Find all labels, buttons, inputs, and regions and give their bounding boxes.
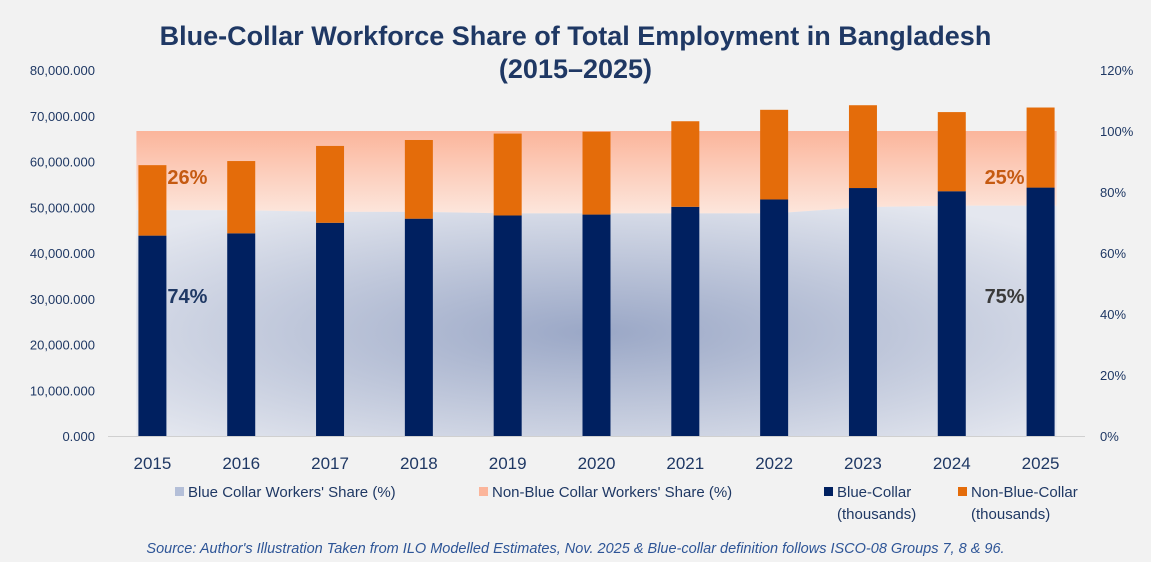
legend-swatch bbox=[479, 487, 488, 496]
x-tick-label: 2022 bbox=[755, 454, 793, 473]
x-tick-label: 2024 bbox=[933, 454, 971, 473]
legend-swatch bbox=[824, 487, 833, 496]
legend-item: Blue Collar Workers' Share (%) bbox=[175, 484, 396, 501]
x-tick-label: 2025 bbox=[1022, 454, 1060, 473]
bar-non-blue-collar-2020 bbox=[582, 131, 611, 215]
chart-title: Blue-Collar Workforce Share of Total Emp… bbox=[0, 20, 1151, 86]
x-tick-label: 2023 bbox=[844, 454, 882, 473]
y-left-tick-label: 70,000.000 bbox=[30, 109, 95, 124]
bar-non-blue-collar-2022 bbox=[760, 109, 789, 200]
y-left-tick-label: 60,000.000 bbox=[30, 155, 95, 170]
bar-non-blue-collar-2016 bbox=[227, 161, 256, 234]
bar-non-blue-collar-2024 bbox=[937, 112, 966, 192]
bar-blue-collar-2021 bbox=[671, 206, 700, 436]
annotation-label: 74% bbox=[167, 286, 207, 308]
chart-title-line1: Blue-Collar Workforce Share of Total Emp… bbox=[159, 21, 992, 51]
bar-blue-collar-2025 bbox=[1026, 187, 1055, 436]
y-left-tick-label: 30,000.000 bbox=[30, 292, 95, 307]
bar-blue-collar-2017 bbox=[316, 222, 345, 436]
annotation-label: 25% bbox=[985, 167, 1025, 189]
annotation-label: 26% bbox=[167, 167, 207, 189]
legend-item: Non-Blue Collar Workers' Share (%) bbox=[479, 484, 732, 501]
y-right-tick-label: 80% bbox=[1100, 185, 1126, 200]
legend-label-line2: (thousands) bbox=[971, 506, 1050, 523]
bar-blue-collar-2022 bbox=[760, 199, 789, 436]
bar-blue-collar-2020 bbox=[582, 214, 611, 436]
legend-label: Blue Collar Workers' Share (%) bbox=[188, 484, 396, 501]
y-left-tick-label: 0.000 bbox=[62, 429, 95, 444]
legend-label: Blue-Collar bbox=[837, 484, 911, 501]
bar-non-blue-collar-2019 bbox=[493, 133, 522, 216]
bar-blue-collar-2024 bbox=[937, 191, 966, 436]
y-right-tick-label: 120% bbox=[1100, 63, 1134, 78]
bar-non-blue-collar-2015 bbox=[138, 165, 167, 236]
legend-label: Non-Blue-Collar bbox=[971, 484, 1078, 501]
y-right-tick-label: 60% bbox=[1100, 246, 1126, 261]
bar-non-blue-collar-2017 bbox=[316, 145, 345, 223]
y-right-tick-label: 40% bbox=[1100, 307, 1126, 322]
legend-swatch bbox=[958, 487, 967, 496]
bar-blue-collar-2023 bbox=[848, 188, 877, 436]
bar-blue-collar-2019 bbox=[493, 215, 522, 436]
y-left-tick-label: 50,000.000 bbox=[30, 200, 95, 215]
x-tick-label: 2015 bbox=[133, 454, 171, 473]
source-note: Source: Author's Illustration Taken from… bbox=[146, 541, 1005, 557]
legend-item: Non-Blue-Collar (thousands) bbox=[958, 484, 1078, 523]
legend-label: Non-Blue Collar Workers' Share (%) bbox=[492, 484, 732, 501]
y-left-tick-label: 80,000.000 bbox=[30, 63, 95, 78]
bar-blue-collar-2016 bbox=[227, 233, 256, 436]
y-left-tick-label: 20,000.000 bbox=[30, 338, 95, 353]
y-left-tick-label: 40,000.000 bbox=[30, 246, 95, 261]
x-tick-label: 2016 bbox=[222, 454, 260, 473]
bar-non-blue-collar-2023 bbox=[848, 105, 877, 189]
bar-non-blue-collar-2025 bbox=[1026, 107, 1055, 188]
x-tick-label: 2018 bbox=[400, 454, 438, 473]
y-right-tick-label: 100% bbox=[1100, 124, 1134, 139]
legend-label-line2: (thousands) bbox=[837, 506, 916, 523]
chart-title-line2: (2015–2025) bbox=[498, 54, 653, 84]
legend-item: Blue-Collar (thousands) bbox=[824, 484, 916, 523]
x-tick-label: 2021 bbox=[666, 454, 704, 473]
y-left-tick-label: 10,000.000 bbox=[30, 383, 95, 398]
x-tick-label: 2017 bbox=[311, 454, 349, 473]
bar-non-blue-collar-2018 bbox=[404, 139, 433, 219]
annotation-label: 75% bbox=[985, 286, 1025, 308]
legend-swatch bbox=[175, 487, 184, 496]
y-right-tick-label: 20% bbox=[1100, 368, 1126, 383]
x-tick-label: 2020 bbox=[578, 454, 616, 473]
bar-blue-collar-2015 bbox=[138, 235, 167, 436]
bar-non-blue-collar-2021 bbox=[671, 121, 700, 207]
y-right-tick-label: 0% bbox=[1100, 429, 1119, 444]
x-tick-label: 2019 bbox=[489, 454, 527, 473]
bar-blue-collar-2018 bbox=[404, 218, 433, 436]
